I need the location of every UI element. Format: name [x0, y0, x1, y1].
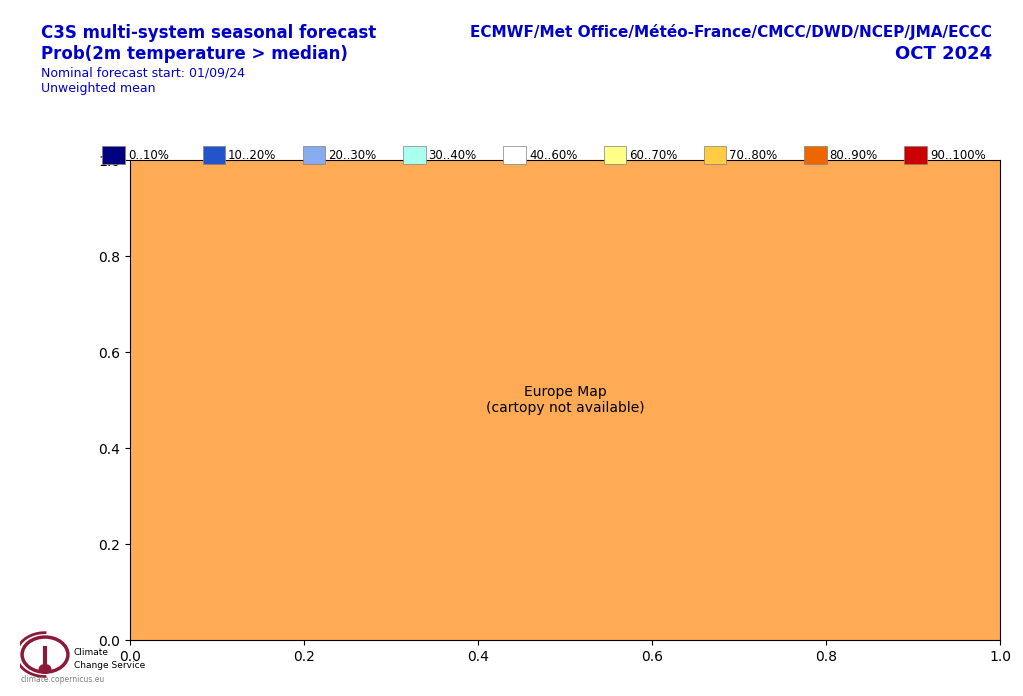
Text: ECMWF/Met Office/Météo-France/CMCC/DWD/NCEP/JMA/ECCC: ECMWF/Met Office/Météo-France/CMCC/DWD/N… — [471, 24, 992, 40]
Text: 40..60%: 40..60% — [529, 149, 577, 161]
Text: Climate: Climate — [74, 649, 108, 657]
Text: Prob(2m temperature > median): Prob(2m temperature > median) — [41, 45, 348, 63]
Text: OCT 2024: OCT 2024 — [895, 45, 992, 63]
Text: Europe Map
(cartopy not available): Europe Map (cartopy not available) — [486, 385, 644, 416]
Text: C3S multi-system seasonal forecast: C3S multi-system seasonal forecast — [41, 24, 376, 42]
Text: 30..40%: 30..40% — [429, 149, 477, 161]
Text: 90..100%: 90..100% — [930, 149, 985, 161]
Text: Change Service: Change Service — [74, 661, 145, 670]
Text: 70..80%: 70..80% — [729, 149, 777, 161]
Text: 10..20%: 10..20% — [228, 149, 276, 161]
Text: 80..90%: 80..90% — [830, 149, 878, 161]
Circle shape — [39, 665, 51, 674]
Text: climate.copernicus.eu: climate.copernicus.eu — [20, 675, 104, 684]
Text: 20..30%: 20..30% — [328, 149, 376, 161]
Text: 60..70%: 60..70% — [629, 149, 677, 161]
Text: Unweighted mean: Unweighted mean — [41, 82, 155, 95]
Text: 0..10%: 0..10% — [128, 149, 169, 161]
Text: Nominal forecast start: 01/09/24: Nominal forecast start: 01/09/24 — [41, 66, 244, 79]
